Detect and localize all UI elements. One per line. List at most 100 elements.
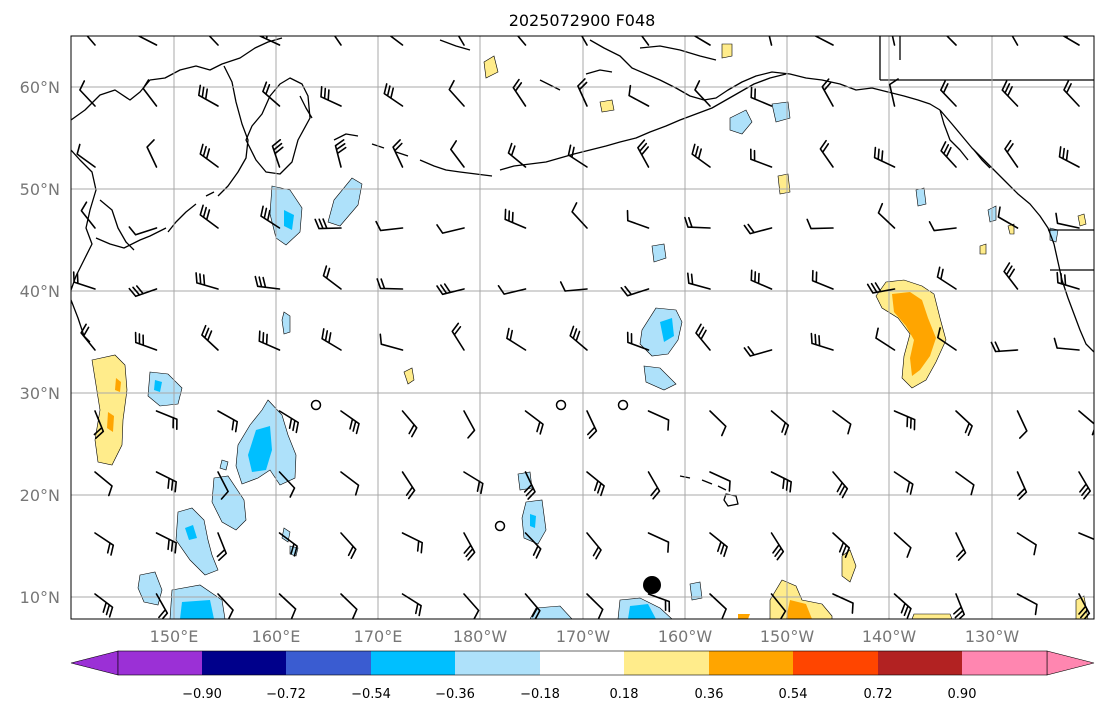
- wind-barb: [709, 471, 731, 492]
- latitude-labels: 60°N 50°N 40°N 30°N 20°N 10°N: [20, 78, 60, 607]
- wind-barb: [893, 410, 916, 431]
- wind-barb: [322, 265, 342, 290]
- colorbar-cell: [793, 651, 878, 675]
- wind-barb: [928, 221, 957, 232]
- wind-barb: [1063, 80, 1080, 107]
- wind-barb: [524, 410, 544, 435]
- wind-barb: [137, 36, 158, 46]
- wind-barb: [216, 532, 227, 561]
- wind-barb: [201, 324, 219, 351]
- wind-barb: [866, 282, 896, 294]
- wind-barb: [559, 281, 588, 292]
- wind-barb: [955, 410, 973, 436]
- wind-barb: [940, 80, 957, 107]
- wind-barb: [893, 471, 914, 495]
- colorbar-cell: [118, 651, 202, 675]
- graticule: [71, 36, 1094, 619]
- wind-barb: [376, 278, 404, 290]
- wind-barb: [208, 36, 219, 46]
- wind-barb: [457, 36, 465, 46]
- wind-barb: [128, 226, 158, 236]
- wind-barb: [937, 327, 957, 351]
- colorbar-extend-low: [70, 650, 119, 676]
- colorbar: −0.90 −0.72 −0.54 −0.36 −0.18 0.18 0.36 …: [70, 650, 1095, 702]
- longitude-labels: 150°E 160°E 170°E 180°W 170°W 160°W 150°…: [150, 627, 1020, 646]
- wind-barb: [695, 323, 711, 351]
- wind-barb: [94, 593, 114, 618]
- lat-label: 30°N: [20, 384, 60, 403]
- wind-barb: [832, 532, 850, 558]
- wind-barb: [626, 209, 650, 229]
- wind-barbs: [72, 36, 1094, 619]
- wind-barb: [770, 410, 790, 436]
- wind-barb: [770, 471, 792, 493]
- colorbar-tick-label: 0.18: [610, 687, 639, 702]
- wind-barb: [586, 593, 604, 619]
- wind-barb: [340, 593, 358, 619]
- wind-barb: [155, 532, 177, 554]
- wind-barb: [507, 142, 527, 168]
- lon-label: 170°W: [556, 627, 611, 646]
- wind-barb: [401, 593, 422, 617]
- colorbar-cell: [540, 651, 624, 675]
- wind-barb: [195, 272, 219, 290]
- wind-barb: [506, 327, 527, 351]
- wind-barb: [79, 80, 96, 107]
- wind-barb: [1016, 471, 1028, 500]
- wind-barb: [278, 532, 298, 557]
- wind-barb: [750, 148, 773, 168]
- wind-barb: [155, 471, 177, 493]
- wind-barb: [392, 139, 404, 168]
- wind-barb: [516, 36, 527, 46]
- wind-barb: [571, 202, 588, 229]
- wind-barb: [955, 471, 975, 496]
- colorbar-cell: [202, 651, 286, 675]
- lat-label: 20°N: [20, 486, 60, 505]
- wind-barb: [684, 216, 711, 229]
- colorbar-cells: [118, 651, 1047, 675]
- wind-barb: [155, 593, 169, 619]
- lon-label: 160°W: [658, 627, 713, 646]
- wind-barb: [810, 332, 834, 351]
- wind-barb: [463, 410, 476, 439]
- map-panel: [71, 36, 1094, 619]
- wind-barb: [260, 205, 281, 229]
- wind-barb: [1016, 593, 1038, 616]
- wind-barb: [691, 143, 711, 168]
- wind-barb: [1016, 410, 1028, 439]
- wind-barb: [693, 36, 711, 46]
- wind-barb: [86, 36, 96, 46]
- anomaly-shading: [91, 43, 1089, 619]
- wind-barb: [463, 471, 484, 495]
- wind-barb: [375, 220, 404, 232]
- wind-barb: [709, 410, 727, 437]
- wind-barb: [448, 79, 465, 107]
- colorbar-cell: [286, 651, 371, 675]
- wind-barb: [586, 410, 598, 439]
- wind-barb: [463, 532, 476, 561]
- storm-center-marker: [643, 576, 661, 594]
- wind-barb: [463, 593, 480, 619]
- wind-barb: [709, 532, 728, 558]
- wind-barb: [997, 206, 1019, 229]
- wind-barb: [1078, 532, 1094, 541]
- wind-barb: [271, 139, 284, 168]
- lon-label: 130°W: [965, 627, 1020, 646]
- wind-barb: [401, 532, 423, 554]
- wind-barb: [258, 330, 281, 351]
- wind-barb: [401, 410, 418, 438]
- colorbar-tick-label: −0.72: [266, 687, 306, 702]
- colorbar-tick-label: 0.72: [864, 687, 893, 702]
- wind-barb: [806, 218, 834, 230]
- wind-barb: [320, 86, 342, 107]
- wind-barb: [893, 532, 912, 558]
- wind-barb: [321, 328, 342, 351]
- colorbar-cell: [962, 651, 1047, 675]
- wind-barb: [333, 36, 342, 46]
- wind-barb: [620, 285, 650, 297]
- colorbar-tick-label: −0.54: [351, 687, 391, 702]
- wind-barb: [628, 84, 650, 107]
- wind-barb: [687, 272, 711, 290]
- wind-barb: [567, 144, 588, 168]
- wind-barb: [93, 410, 105, 439]
